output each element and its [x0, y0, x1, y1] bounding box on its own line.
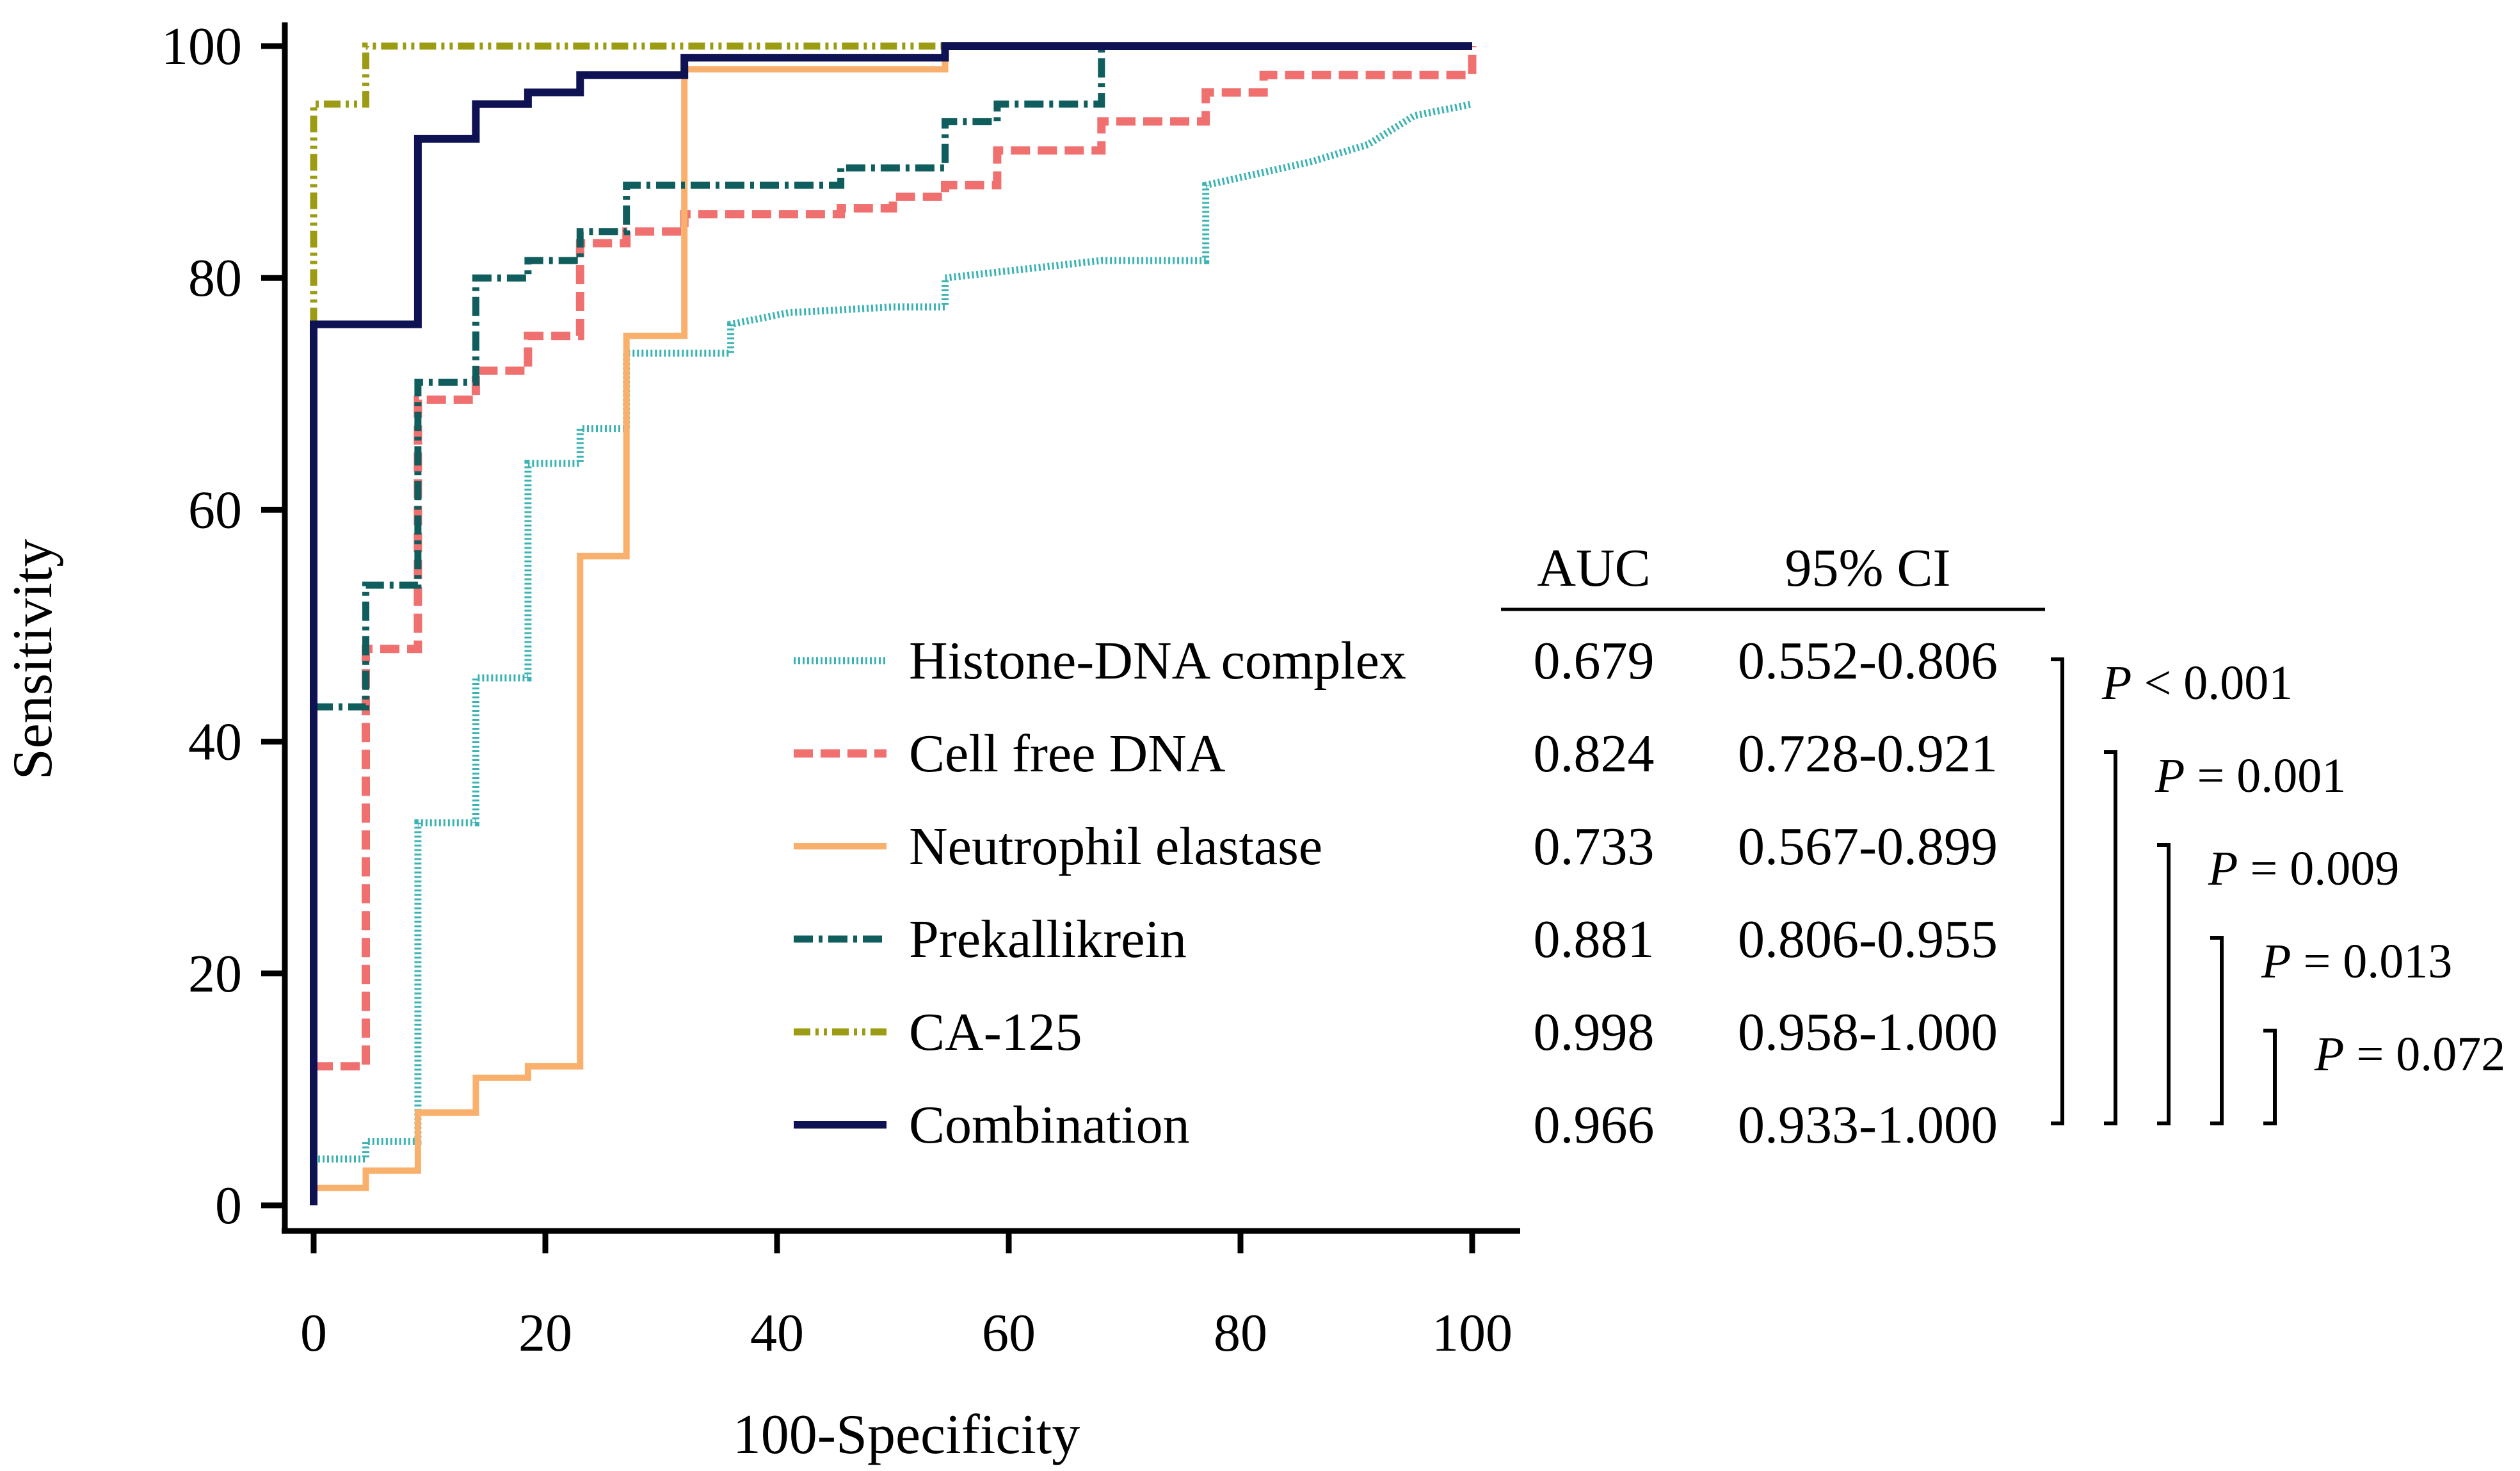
x-tick-label: 40 — [750, 1303, 804, 1363]
auc-value: 0.881 — [1534, 910, 1655, 969]
comparison-bracket — [2210, 936, 2224, 1125]
y-tick-label: 0 — [215, 1176, 242, 1235]
x-tick-label: 20 — [518, 1303, 572, 1363]
pvalue-comparisons: P < 0.001 P = 0.001 P = 0.009 P = 0.013 P = … — [2051, 656, 2505, 1125]
roc-curve-ca-125 — [310, 42, 951, 325]
y-axis-title: Sensitivity — [2, 539, 64, 780]
p-value-label: P = 0.072 — [2314, 1027, 2505, 1081]
ci-value: 0.567-0.899 — [1738, 817, 1998, 876]
p-value-label: P = 0.001 — [2155, 749, 2346, 803]
auc-header: AUC — [1537, 538, 1650, 598]
auc-value: 0.966 — [1534, 1095, 1655, 1155]
x-tick-label: 60 — [982, 1303, 1036, 1363]
y-tick-label: 60 — [188, 480, 242, 540]
ci-value: 0.933-1.000 — [1738, 1095, 1998, 1155]
ci-header: 95% CI — [1785, 538, 1951, 598]
legend-label: Histone-DNA complex — [909, 631, 1406, 691]
legend-label: Combination — [909, 1095, 1190, 1155]
x-tick-label: 80 — [1214, 1303, 1267, 1363]
x-tick-label: 0 — [300, 1303, 327, 1363]
roc-curve-neutrophil-elastase — [314, 43, 1472, 1191]
axes — [282, 22, 1520, 1234]
p-value-label: P = 0.009 — [2208, 842, 2399, 896]
comparison-bracket — [2104, 750, 2117, 1125]
auc-value: 0.733 — [1534, 817, 1655, 876]
comparison-bracket — [2263, 1029, 2277, 1125]
x-ticks: 0 20 40 60 80 100 — [300, 1231, 1513, 1363]
roc-curve-prekallikrein — [314, 42, 1472, 711]
roc-curve-combination — [310, 42, 1472, 1205]
comparison-bracket — [2051, 657, 2064, 1125]
auc-value: 0.824 — [1534, 724, 1655, 784]
auc-value: 0.998 — [1534, 1002, 1655, 1062]
ci-value: 0.958-1.000 — [1738, 1002, 1998, 1062]
legend-rows: Histone-DNA complex 0.679 0.552-0.806 Cell … — [794, 631, 1998, 1155]
y-tick-label: 80 — [188, 248, 242, 308]
x-tick-label: 100 — [1432, 1303, 1513, 1363]
p-value-label: P = 0.013 — [2261, 935, 2452, 988]
legend-label: Neutrophil elastase — [909, 817, 1322, 876]
legend-label: CA-125 — [909, 1002, 1082, 1062]
comparison-bracket — [2157, 843, 2171, 1125]
ci-value: 0.552-0.806 — [1738, 631, 1998, 691]
ci-value: 0.806-0.955 — [1738, 910, 1998, 969]
legend-label: Prekallikrein — [909, 910, 1187, 969]
auc-value: 0.679 — [1534, 631, 1655, 691]
y-tick-label: 100 — [161, 17, 242, 76]
ci-value: 0.728-0.921 — [1738, 724, 1998, 784]
y-tick-label: 20 — [188, 944, 242, 1004]
legend-label: Cell free DNA — [909, 724, 1226, 784]
y-ticks: 0 20 40 60 80 100 — [161, 17, 285, 1235]
roc-curves — [310, 42, 1477, 1205]
p-value-label: P < 0.001 — [2101, 656, 2293, 710]
x-axis-title: 100-Specificity — [733, 1404, 1080, 1466]
roc-curve-cell-free-dna — [314, 46, 1477, 1071]
legend: AUC 95% CI Histone-DNA complex 0.679 0.552… — [794, 538, 2045, 1155]
y-tick-label: 40 — [188, 712, 242, 772]
